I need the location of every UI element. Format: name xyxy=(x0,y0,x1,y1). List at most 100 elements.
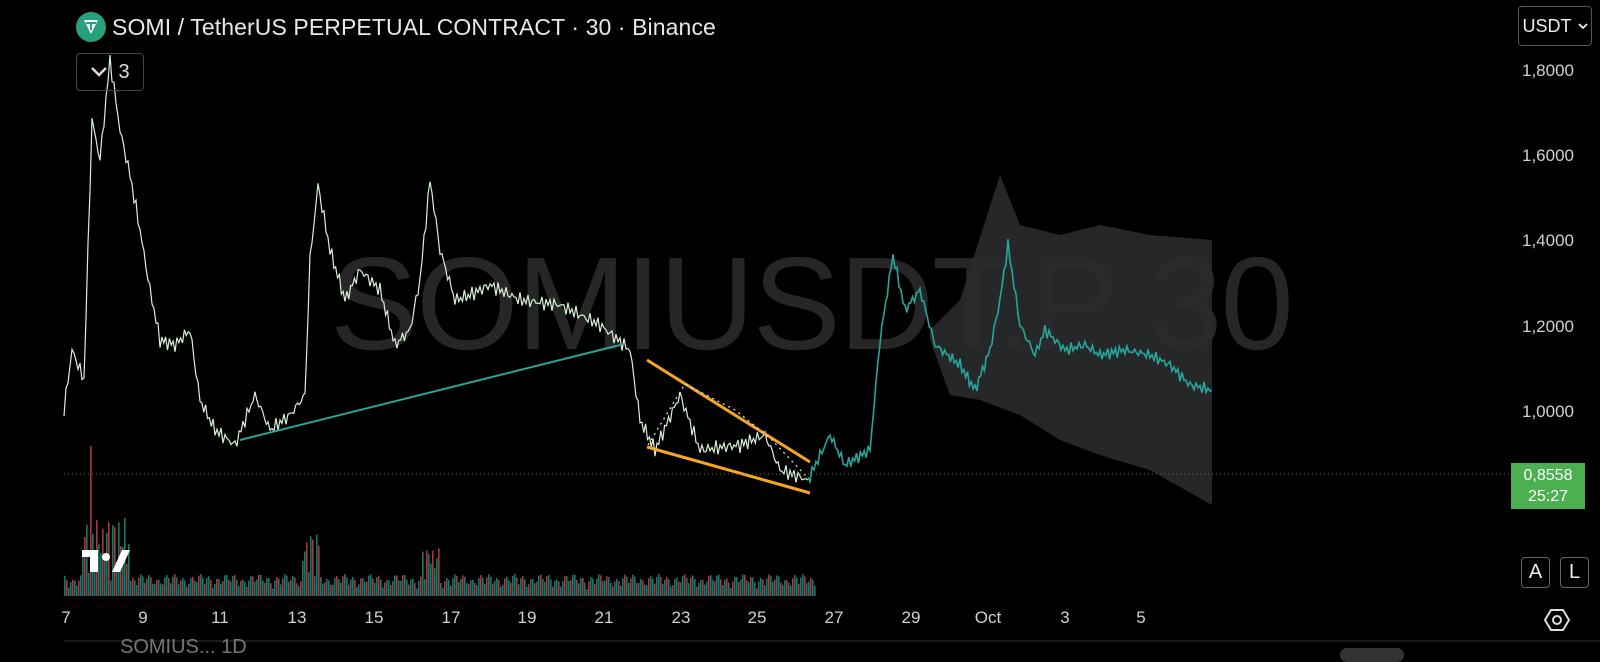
volume-bar xyxy=(544,581,546,596)
volume-bar xyxy=(720,579,722,596)
volume-bar xyxy=(702,580,704,596)
volume-bar xyxy=(744,574,746,596)
wedge-upper-line[interactable] xyxy=(646,358,811,464)
volume-bar xyxy=(792,578,794,596)
volume-bar xyxy=(524,579,526,596)
volume-bar xyxy=(462,575,464,596)
volume-bar xyxy=(684,574,686,596)
volume-bar xyxy=(558,581,560,596)
tradingview-logo-icon[interactable] xyxy=(82,548,132,574)
log-scale-button[interactable]: L xyxy=(1560,557,1589,588)
volume-bar xyxy=(712,579,714,596)
volume-bar xyxy=(158,579,160,596)
volume-bar xyxy=(236,579,238,596)
time-axis-label: 25 xyxy=(747,608,767,627)
price-axis-label: 1,4000 xyxy=(1522,231,1574,250)
volume-bar xyxy=(448,579,450,596)
volume-bar xyxy=(484,583,486,596)
volume-bar xyxy=(212,587,214,596)
volume-bar xyxy=(782,584,784,596)
volume-bar xyxy=(480,575,482,596)
volume-bar xyxy=(278,578,280,596)
volume-bar xyxy=(606,576,608,596)
secondary-chart-symbol[interactable]: SOMIUS... 1D xyxy=(120,636,247,658)
volume-bar xyxy=(604,580,606,596)
volume-bar xyxy=(202,578,204,596)
volume-bar xyxy=(226,574,228,596)
volume-bar xyxy=(280,584,282,596)
volume-bar xyxy=(128,544,130,596)
price-line xyxy=(63,55,809,483)
volume-bar xyxy=(478,577,480,596)
volume-bar xyxy=(152,583,154,596)
volume-bar xyxy=(162,584,164,596)
time-axis-label: 7 xyxy=(61,608,71,627)
volume-bar xyxy=(504,578,506,596)
volume-bar xyxy=(438,548,440,596)
volume-bar xyxy=(696,586,698,596)
volume-bar xyxy=(248,580,250,596)
volume-bar xyxy=(76,585,78,596)
time-axis-label: 15 xyxy=(364,608,384,627)
volume-bar xyxy=(180,580,182,596)
volume-bar xyxy=(86,524,88,596)
volume-bar xyxy=(290,580,292,596)
wedge-lower-line[interactable] xyxy=(646,445,811,495)
volume-bar xyxy=(250,575,252,596)
forecast-line xyxy=(807,239,1213,485)
volume-bar xyxy=(196,581,198,596)
volume-bar xyxy=(284,574,286,596)
volume-bar xyxy=(456,576,458,596)
volume-bar xyxy=(660,576,662,596)
volume-bar xyxy=(198,575,200,596)
volume-bar xyxy=(110,580,112,596)
volume-bar xyxy=(690,577,692,596)
volume-bar xyxy=(676,577,678,596)
time-axis-label: Oct xyxy=(974,608,1002,627)
settings-icon[interactable] xyxy=(1544,608,1570,632)
volume-bar xyxy=(268,578,270,596)
indicators-toggle-button[interactable]: 3 xyxy=(76,53,144,91)
volume-bar xyxy=(638,582,640,596)
symbol-title[interactable]: SOMI / TetherUS PERPETUAL CONTRACT · 30 … xyxy=(112,13,716,40)
volume-bar xyxy=(664,579,666,596)
auto-scale-button[interactable]: A xyxy=(1521,557,1550,588)
volume-bar xyxy=(732,581,734,596)
trend-line[interactable] xyxy=(239,344,621,441)
volume-bar xyxy=(788,582,790,596)
volume-bar xyxy=(102,528,104,596)
volume-bar xyxy=(588,581,590,596)
volume-bar xyxy=(534,583,536,596)
volume-bar xyxy=(594,583,596,596)
volume-bar xyxy=(706,581,708,596)
volume-bar xyxy=(794,575,796,596)
scroll-handle[interactable] xyxy=(1340,648,1404,662)
volume-bar xyxy=(614,581,616,596)
volume-bar xyxy=(416,588,418,596)
volume-bar xyxy=(186,586,188,596)
currency-selector[interactable]: USDT xyxy=(1518,6,1592,46)
time-axis-label: 11 xyxy=(211,608,229,627)
volume-bar xyxy=(494,581,496,596)
volume-bar xyxy=(292,576,294,596)
volume-bar xyxy=(656,576,658,596)
volume-bar xyxy=(324,582,326,596)
volume-bar xyxy=(772,581,774,596)
volume-bar xyxy=(334,577,336,596)
volume-bar xyxy=(650,575,652,596)
time-axis-label: 19 xyxy=(517,608,537,627)
volume-bar xyxy=(388,580,390,596)
volume-bar xyxy=(766,578,768,596)
volume-bar xyxy=(686,577,688,596)
volume-bar xyxy=(616,578,618,596)
volume-bar xyxy=(156,580,158,596)
volume-bar xyxy=(730,588,732,596)
volume-bar xyxy=(264,582,266,596)
volume-bar xyxy=(394,575,396,596)
volume-bar xyxy=(718,574,720,596)
volume-bar xyxy=(640,579,642,596)
volume-bar xyxy=(114,527,116,596)
volume-bar xyxy=(364,581,366,596)
volume-bar xyxy=(804,576,806,596)
